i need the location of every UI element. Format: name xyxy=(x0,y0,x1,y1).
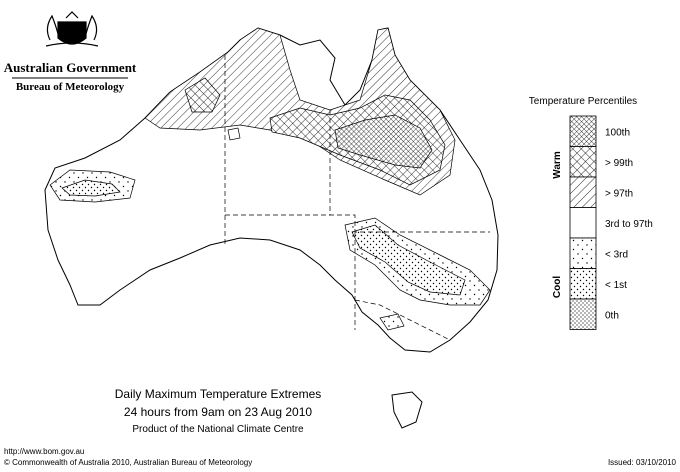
region-99th-nw xyxy=(184,77,221,113)
legend-warm: Warm xyxy=(552,151,563,179)
region-island xyxy=(227,127,241,141)
bureau-name: Bureau of Meteorology xyxy=(16,81,125,93)
region-1st-west xyxy=(61,179,121,197)
government-name: Australian Government xyxy=(4,60,137,75)
legend-title: Temperature Percentiles xyxy=(529,96,637,107)
legend-label: > 97th xyxy=(605,188,633,199)
legend-label: 3rd to 97th xyxy=(605,219,653,230)
legend-swatch xyxy=(569,237,597,269)
crest xyxy=(45,11,99,47)
region-100th xyxy=(334,114,433,169)
region-3rd-vic xyxy=(379,313,405,331)
legend-swatch xyxy=(569,176,597,208)
legend-swatch xyxy=(569,298,597,330)
legend-label: 0th xyxy=(605,310,619,321)
state-border xyxy=(329,110,490,233)
map-product: Product of the National Climate Centre xyxy=(132,424,304,435)
legend: 100th > 99th > 97th 3rd to 97th < 3rd < 1st 0t… xyxy=(569,115,653,330)
legend-label: > 99th xyxy=(605,158,633,169)
legend-swatch xyxy=(569,115,597,147)
region-1st-south xyxy=(351,224,466,296)
footer-url: http://www.bom.gov.au xyxy=(4,447,84,456)
footer-issued: Issued: 03/10/2010 xyxy=(608,458,677,467)
map-period: 24 hours from 9am on 23 Aug 2010 xyxy=(124,405,312,419)
state-border xyxy=(354,299,451,341)
tasmania xyxy=(391,391,423,429)
map xyxy=(44,27,499,429)
legend-label: 100th xyxy=(605,127,630,138)
legend-label: < 3rd xyxy=(605,249,628,260)
legend-swatch xyxy=(569,207,597,239)
legend-cool: Cool xyxy=(552,276,563,298)
legend-swatch xyxy=(569,146,597,178)
footer-copyright: © Commonwealth of Australia 2010, Austra… xyxy=(4,458,252,467)
map-title: Daily Maximum Temperature Extremes xyxy=(115,387,322,401)
legend-label: < 1st xyxy=(605,280,627,291)
legend-swatch xyxy=(569,268,597,300)
